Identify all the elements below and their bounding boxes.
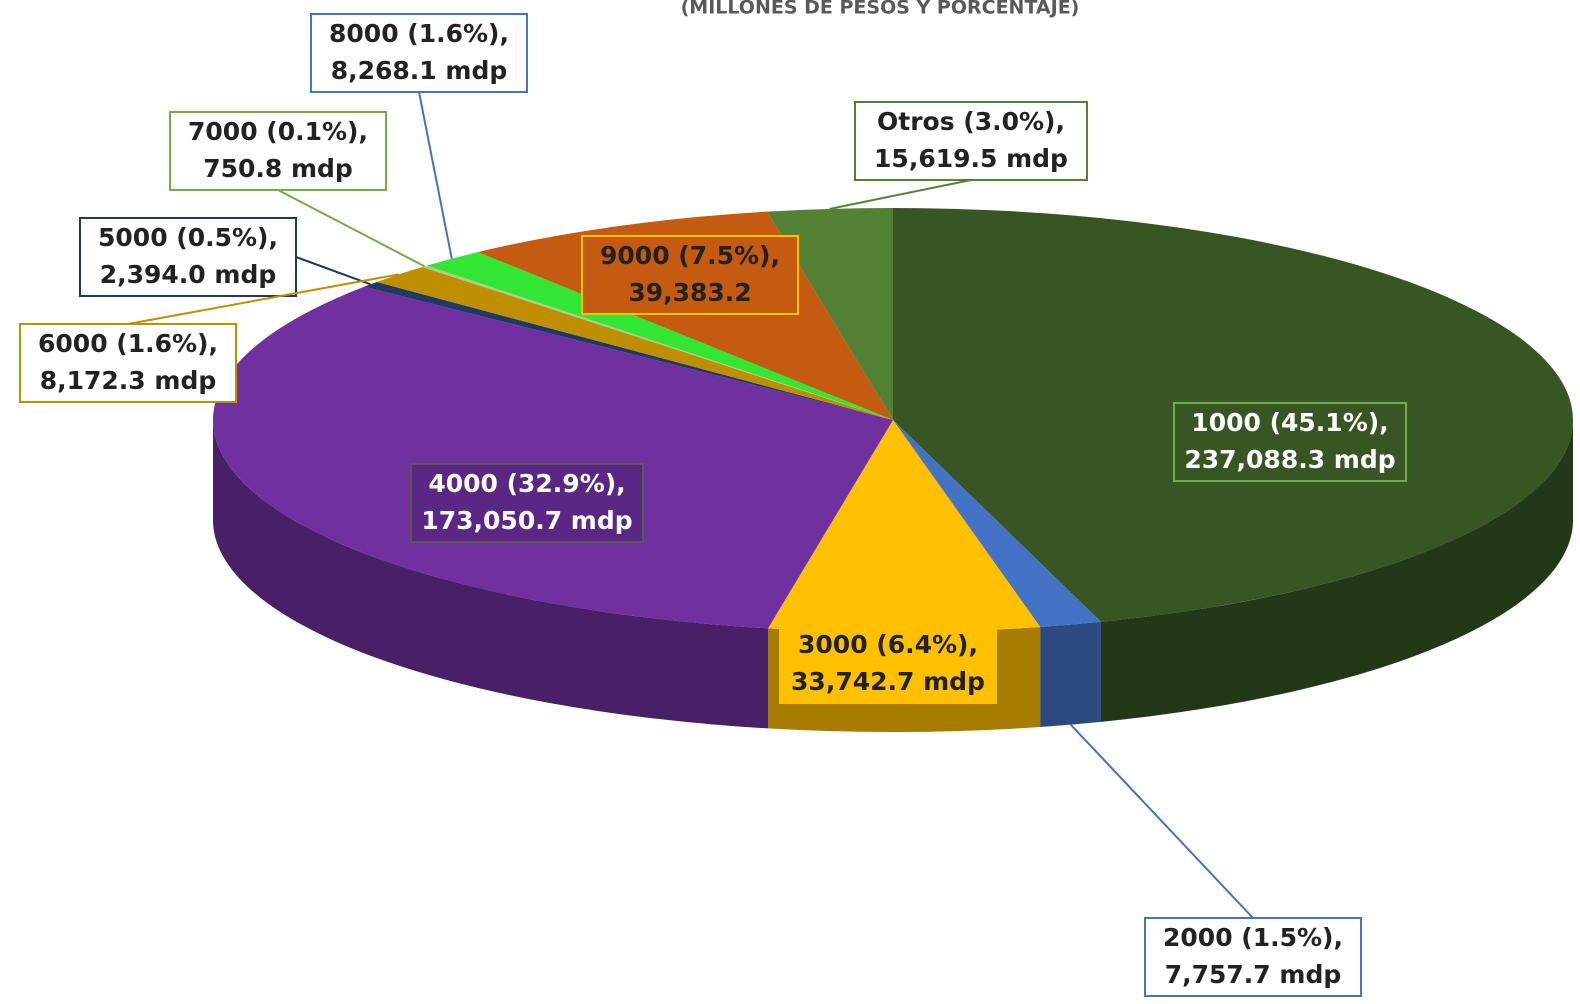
data-label: 237,088.3 mdp [1184, 445, 1395, 474]
leader-line [277, 189, 426, 268]
slice [768, 420, 1041, 632]
slice-side-shade [1100, 420, 1573, 722]
leader-line [1069, 723, 1254, 919]
data-label-box [79, 217, 297, 297]
leader-line [829, 179, 972, 210]
data-label-box [310, 13, 528, 93]
data-label: 173,050.7 mdp [421, 506, 632, 535]
data-label: 9000 (7.5%), [600, 241, 780, 270]
data-label: 8000 (1.6%), [329, 19, 509, 48]
data-label: 3000 (6.4%), [798, 630, 978, 659]
slice-side [213, 420, 769, 729]
data-label: Otros (3.0%), [877, 107, 1065, 136]
data-label: 4000 (32.9%), [428, 469, 625, 498]
slice [893, 420, 1101, 627]
slice-side-shade [213, 420, 769, 729]
chart-subtitle: (MILLONES DE PESOS Y PORCENTAJE) [681, 0, 1080, 19]
slice-side-shade [1040, 621, 1101, 727]
data-label: 15,619.5 mdp [874, 144, 1068, 173]
data-label-box [1144, 917, 1362, 997]
data-label: 5000 (0.5%), [98, 223, 278, 252]
data-label-box [410, 463, 644, 543]
slice [376, 266, 893, 420]
data-label-box [19, 323, 237, 403]
slice [364, 282, 893, 420]
slice-side [1100, 420, 1573, 722]
leader-line [127, 273, 400, 325]
data-label: 2000 (1.5%), [1163, 923, 1343, 952]
data-label-box [779, 624, 997, 704]
data-label: 7000 (0.1%), [188, 117, 368, 146]
data-label-box [169, 111, 387, 191]
slice-side [1040, 621, 1101, 727]
leader-line [295, 256, 371, 286]
slice [422, 265, 893, 420]
slice [426, 252, 893, 420]
data-label: 2,394.0 mdp [100, 260, 277, 289]
data-label-box [1173, 402, 1407, 482]
data-label-box [854, 101, 1088, 181]
slice [213, 286, 893, 629]
data-label: 33,742.7 mdp [791, 667, 985, 696]
data-label: 8,268.1 mdp [331, 56, 508, 85]
data-label-box [581, 235, 799, 315]
data-label: 6000 (1.6%), [38, 329, 218, 358]
data-label: 39,383.2 [628, 278, 751, 307]
data-label: 8,172.3 mdp [40, 366, 217, 395]
leader-line [418, 91, 453, 259]
data-label: 1000 (45.1%), [1191, 408, 1388, 437]
data-label: 750.8 mdp [203, 154, 353, 183]
data-label: 7,757.7 mdp [1165, 960, 1342, 989]
